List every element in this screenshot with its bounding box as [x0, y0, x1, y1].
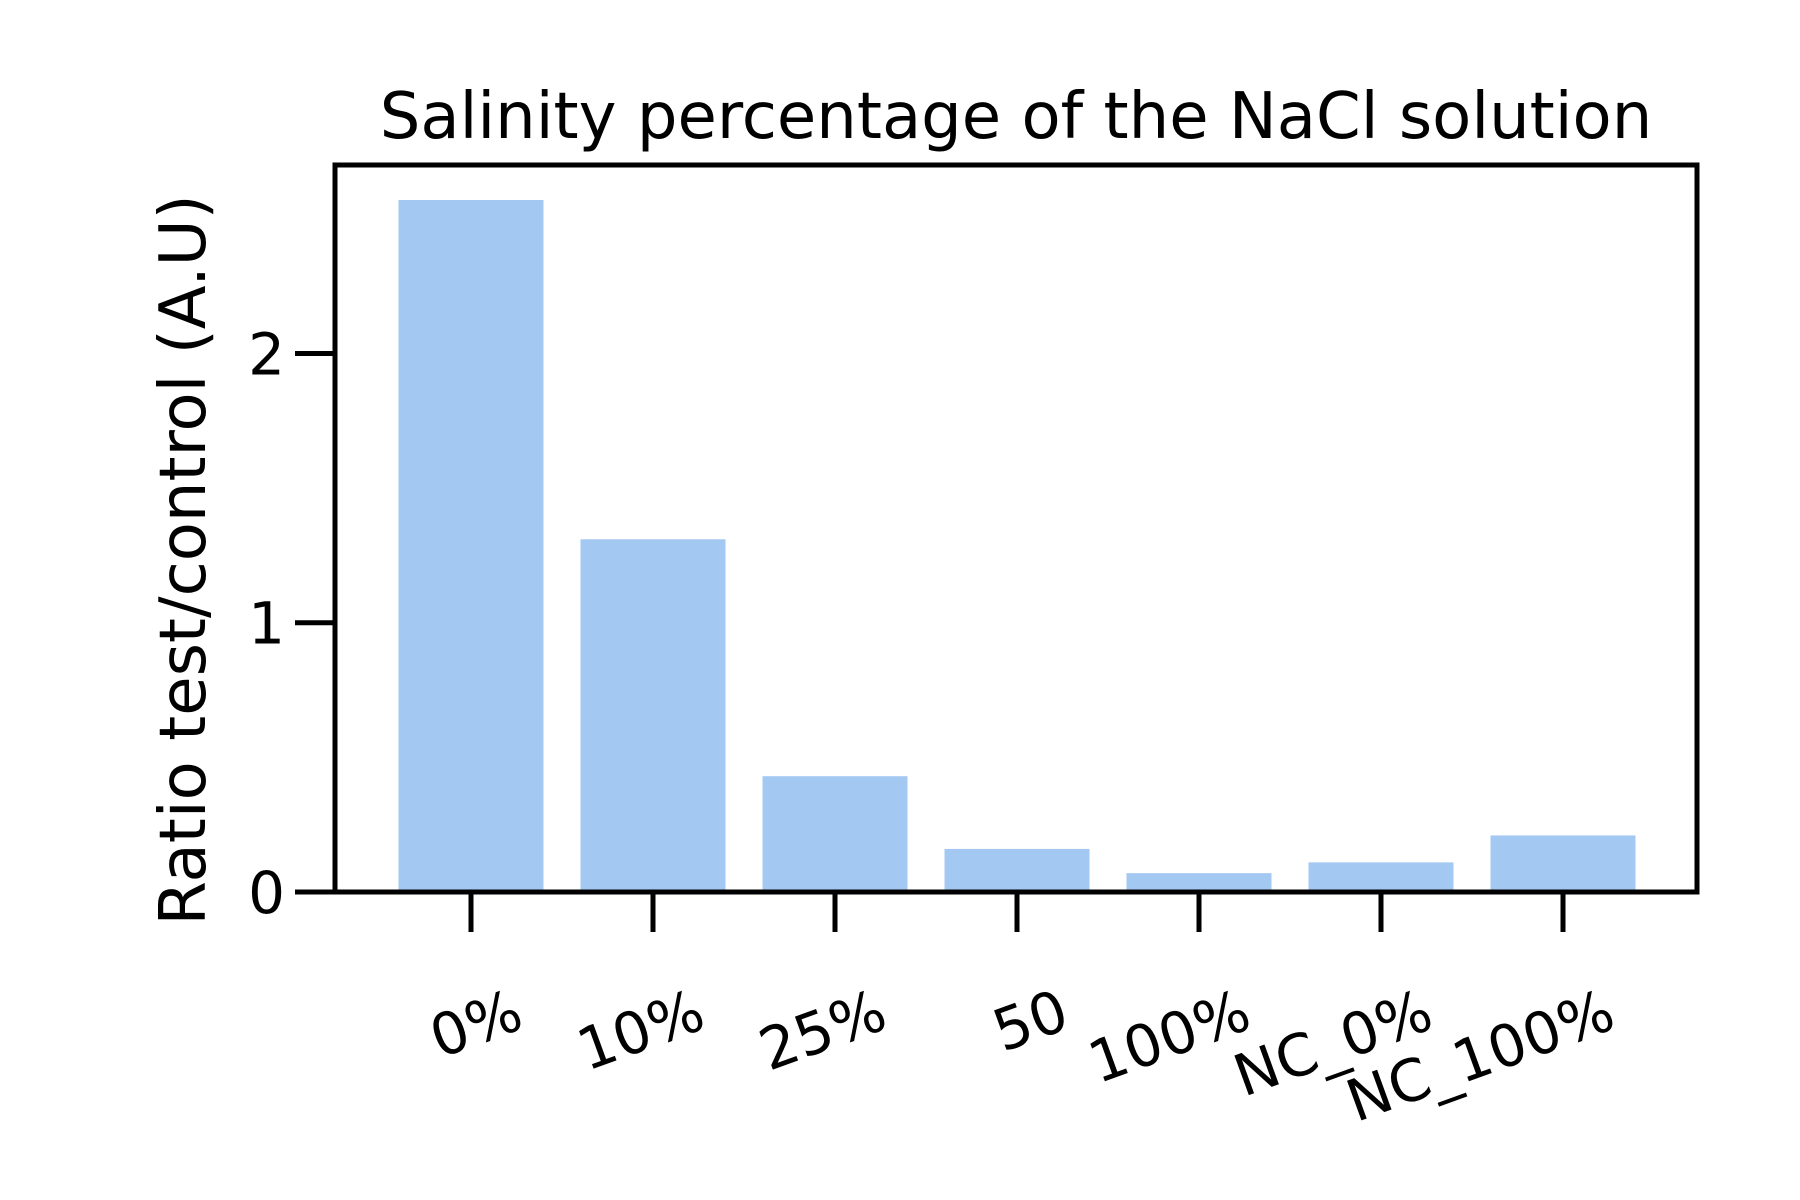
bar-6 — [1490, 835, 1636, 892]
plot-area-frame — [332, 162, 1700, 895]
bars-group — [398, 200, 1636, 892]
chart-title: Salinity percentage of the NaCl solution — [380, 80, 1653, 154]
bar-2 — [762, 776, 908, 892]
y-tick-label: 2 — [248, 320, 285, 388]
x-tick-label: 50 — [984, 976, 1077, 1065]
y-axis-label: Ratio test/control (A.U) — [147, 194, 221, 925]
y-tick-label: 1 — [248, 590, 285, 658]
y-axis-ticks: 0 1 2 — [248, 320, 335, 927]
bar-4 — [1126, 873, 1272, 892]
bar-1 — [580, 539, 726, 892]
y-tick-label: 0 — [248, 859, 285, 927]
x-tick-label: 0% — [421, 976, 531, 1071]
x-tick-label: 25% — [750, 976, 894, 1084]
bar-0 — [398, 200, 544, 892]
x-axis-ticks: 0% 10% 25% 50 100%NC_0%NC_100% — [421, 892, 1623, 1135]
bar-3 — [944, 848, 1090, 892]
x-tick-label: 10% — [568, 976, 712, 1084]
bar-5 — [1308, 862, 1454, 892]
x-tick-label: 100% — [1080, 976, 1259, 1097]
